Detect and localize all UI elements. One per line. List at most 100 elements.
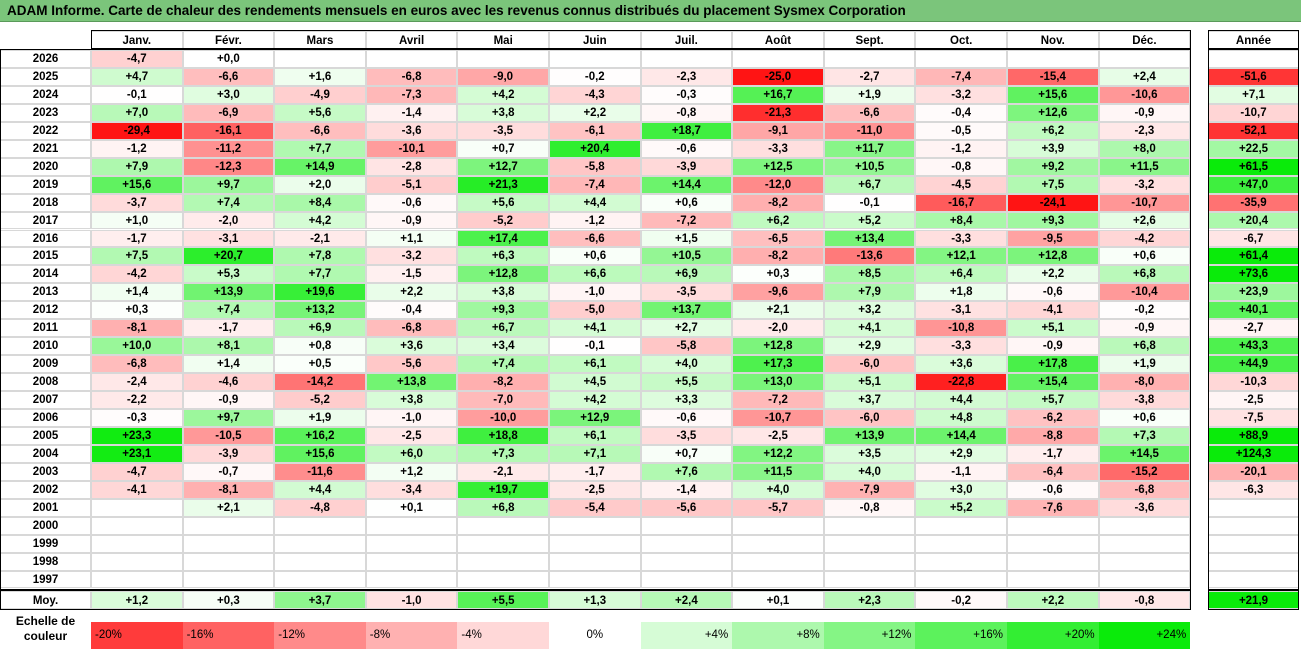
heatmap-cell: +6,2 [1007, 121, 1099, 140]
heatmap-cell: -7,6 [1007, 498, 1099, 517]
heatmap-cell: +13,8 [365, 373, 458, 392]
heatmap-cell: +21,3 [457, 175, 549, 194]
heatmap-cell [1098, 570, 1191, 589]
heatmap-cell: -1,7 [182, 319, 275, 338]
annual-cell: +44,9 [1208, 355, 1299, 374]
annual-cell: +7,1 [1208, 85, 1299, 104]
heatmap-cell [823, 570, 916, 589]
heatmap-cell: +10,5 [823, 157, 916, 176]
heatmap-cell: +12,2 [732, 444, 824, 463]
heatmap-cell [1098, 516, 1191, 535]
heatmap-cell [274, 552, 366, 571]
heatmap-cell: -1,7 [91, 229, 183, 248]
heatmap-cell: -3,9 [182, 444, 275, 463]
heatmap-cell: +1,9 [823, 85, 916, 104]
heatmap-cell: -0,9 [182, 391, 275, 409]
heatmap-cell: +0,6 [1098, 409, 1191, 427]
heatmap-cell: -0,3 [91, 409, 183, 427]
heatmap-cell: +13,2 [274, 301, 366, 320]
heatmap-cell: -12,0 [732, 175, 824, 194]
heatmap-cell [732, 50, 824, 68]
heatmap-cell: -0,2 [1098, 301, 1191, 320]
heatmap-cell: -3,5 [457, 121, 549, 140]
heatmap-cell: -3,3 [732, 139, 824, 158]
heatmap-cell [549, 552, 641, 571]
heatmap-cell: +4,2 [549, 391, 641, 409]
heatmap-cell: -5,1 [365, 175, 458, 194]
heatmap-cell: -2,0 [732, 319, 824, 338]
annual-cell: -2,5 [1208, 391, 1299, 409]
heatmap-cell: +9,7 [182, 175, 275, 194]
month-header: Avril [365, 31, 458, 49]
heatmap-cell [1007, 50, 1099, 68]
heatmap-cell: -8,0 [1098, 373, 1191, 392]
heatmap-cell: +12,8 [457, 265, 549, 284]
heatmap-cell: +4,4 [274, 480, 366, 499]
heatmap-cell [915, 50, 1007, 68]
heatmap-cell: -7,4 [549, 175, 641, 194]
heatmap-cell: +4,2 [274, 211, 366, 230]
heatmap-cell: -7,4 [915, 67, 1007, 86]
heatmap-cell: -15,4 [1007, 67, 1099, 86]
heatmap-cell: -6,9 [182, 103, 275, 122]
month-header: Août [732, 31, 824, 49]
heatmap-cell: -21,3 [732, 103, 824, 122]
average-cell: -0,8 [1098, 591, 1191, 609]
year-label: 2024 [0, 85, 91, 104]
heatmap-cell: -2,5 [365, 426, 458, 445]
title-bar: ADAM Informe. Carte de chaleur des rende… [0, 0, 1301, 22]
year-label: 2020 [0, 157, 91, 176]
year-label: 2014 [0, 265, 91, 284]
heatmap-cell: +6,1 [549, 426, 641, 445]
heatmap-cell: -15,2 [1098, 462, 1191, 481]
heatmap-cell: +8,1 [182, 337, 275, 356]
heatmap-cell: -10,4 [1098, 283, 1191, 302]
annual-cell: +88,9 [1208, 426, 1299, 445]
heatmap-cell: +7,3 [1098, 426, 1191, 445]
heatmap-cell: -3,7 [91, 193, 183, 212]
heatmap-cell: +4,0 [823, 462, 916, 481]
heatmap-cell: -10,1 [365, 139, 458, 158]
annual-cell [1208, 516, 1299, 535]
heatmap-cell [91, 552, 183, 571]
heatmap-cell [915, 534, 1007, 553]
legend-step: -8% [365, 622, 458, 649]
annual-cell: +73,6 [1208, 265, 1299, 284]
heatmap-cell: +1,2 [365, 462, 458, 481]
heatmap-cell: +1,9 [274, 409, 366, 427]
year-label: 2009 [0, 355, 91, 374]
heatmap-cell: -3,2 [365, 247, 458, 266]
year-label: 2022 [0, 121, 91, 140]
heatmap-cell: +5,6 [457, 193, 549, 212]
heatmap-cell: -2,0 [182, 211, 275, 230]
heatmap-cell: -5,8 [640, 337, 733, 356]
heatmap-cell: -1,0 [365, 409, 458, 427]
heatmap-cell [549, 570, 641, 589]
heatmap-cell: -3,6 [365, 121, 458, 140]
year-label: 2016 [0, 229, 91, 248]
heatmap-cell: -3,5 [640, 426, 733, 445]
heatmap-cell: +9,3 [1007, 211, 1099, 230]
heatmap-cell [274, 534, 366, 553]
heatmap-cell: +15,4 [1007, 373, 1099, 392]
heatmap-cell [1098, 534, 1191, 553]
heatmap-cell: -0,8 [823, 498, 916, 517]
heatmap-cell: -3,2 [915, 85, 1007, 104]
heatmap-cell: -25,0 [732, 67, 824, 86]
heatmap-cell [457, 50, 549, 68]
heatmap-cell: +0,7 [457, 139, 549, 158]
year-total-header: Année [1208, 31, 1299, 49]
heatmap-cell: -1,4 [640, 480, 733, 499]
heatmap-cell: +6,2 [732, 211, 824, 230]
heatmap-cell: +2,2 [549, 103, 641, 122]
heatmap-cell: +1,4 [182, 355, 275, 374]
average-cell: +2,2 [1007, 591, 1099, 609]
heatmap-cell: +3,5 [823, 444, 916, 463]
heatmap-cell: +7,5 [91, 247, 183, 266]
heatmap-cell: -4,7 [91, 462, 183, 481]
heatmap-cell [457, 570, 549, 589]
heatmap-cell: -8,8 [1007, 426, 1099, 445]
heatmap-cell [182, 516, 275, 535]
heatmap-cell: -5,6 [640, 498, 733, 517]
legend-label: Echelle de couleur [15, 614, 76, 643]
